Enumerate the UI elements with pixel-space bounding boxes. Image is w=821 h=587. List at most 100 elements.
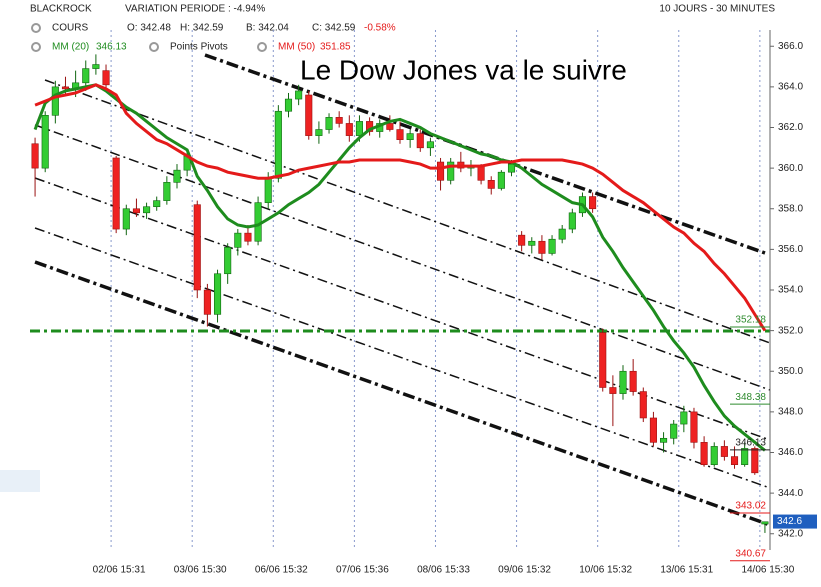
candle-body — [741, 448, 749, 465]
candle-body — [487, 180, 495, 189]
y-tick-label: 364.0 — [778, 82, 803, 93]
candle-body — [548, 238, 556, 254]
x-tick-label: 08/06 15:33 — [417, 565, 470, 576]
y-tick-label: 366.0 — [778, 41, 803, 52]
candle-body — [213, 273, 222, 315]
legend-mm50-value: 351.85 — [320, 42, 351, 53]
price-marker: 340.67 — [735, 548, 766, 559]
pivots-label: Points Pivots — [170, 42, 228, 53]
price-marker: 348.38 — [735, 392, 766, 403]
candle-body — [477, 165, 485, 181]
candle-body — [315, 129, 323, 136]
candle-body — [335, 117, 343, 124]
candle-body — [224, 247, 232, 275]
settings-icon[interactable] — [31, 23, 41, 33]
header: BLACKROCK VARIATION PERIODE : -4.94% 10 … — [30, 4, 775, 53]
candle-body — [31, 143, 39, 169]
candle-body — [163, 182, 171, 201]
x-tick-label: 09/06 15:32 — [498, 565, 551, 576]
legend-mm50: MM (50) — [278, 42, 315, 53]
y-tick-label: 352.0 — [778, 325, 803, 336]
candle-body — [528, 240, 536, 246]
settings-icon[interactable] — [257, 42, 267, 52]
candle-body — [680, 411, 688, 425]
candle-body — [92, 64, 100, 69]
y-tick-label: 346.0 — [778, 447, 803, 458]
candle-body — [61, 86, 70, 90]
candle-body — [386, 123, 394, 130]
settings-icon[interactable] — [149, 42, 159, 52]
x-tick-label: 14/06 15:30 — [741, 565, 794, 576]
candle-body — [660, 437, 668, 443]
candle-body — [497, 171, 505, 189]
candle-body — [649, 417, 657, 443]
x-tick-label: 10/06 15:32 — [579, 565, 632, 576]
candle-body — [589, 196, 597, 210]
candle-body — [41, 115, 49, 169]
price-box — [773, 514, 817, 529]
annotation: Le Dow Jones va le suivre — [300, 54, 627, 85]
x-tick-label: 03/06 15:30 — [174, 565, 227, 576]
candle-body — [396, 129, 404, 140]
candle-body — [295, 90, 303, 100]
candle-body — [305, 94, 313, 136]
y-tick-label: 362.0 — [778, 122, 803, 133]
x-tick-label: 02/06 15:31 — [93, 565, 146, 576]
candle-body — [700, 442, 708, 465]
settings-icon[interactable] — [31, 42, 41, 52]
candle-body — [670, 423, 678, 439]
legend-mm20-value: 346.13 — [96, 42, 127, 53]
candle-body — [193, 204, 201, 291]
channel-line — [44, 79, 771, 344]
candle-body — [447, 161, 455, 181]
price-marker: 343.02 — [735, 501, 766, 512]
candle-body — [690, 411, 698, 443]
symbol: BLACKROCK — [30, 4, 92, 15]
candle-body — [345, 123, 353, 136]
candle-body — [416, 133, 424, 149]
candle-body — [102, 70, 110, 86]
candle-body — [730, 456, 739, 465]
candle-body — [143, 206, 151, 214]
candle-body — [51, 86, 59, 116]
y-tick-label: 356.0 — [778, 244, 803, 255]
candle-body — [609, 387, 617, 394]
change-value: -0.58% — [364, 23, 396, 34]
candle-body — [518, 234, 526, 246]
candle-body — [558, 228, 566, 240]
x-tick-label: 07/06 15:36 — [336, 565, 389, 576]
candle-body — [153, 200, 161, 208]
price-marker: 342.6 — [777, 516, 802, 527]
candle-body — [82, 68, 90, 84]
y-tick-label: 344.0 — [778, 488, 803, 499]
candle-body — [234, 232, 242, 248]
candle-body — [538, 240, 546, 254]
side-panel — [0, 470, 40, 492]
candle-body — [264, 177, 272, 203]
candle-body — [761, 521, 769, 525]
period: 10 JOURS - 30 MINUTES — [659, 4, 775, 15]
high-value: H: 342.59 — [180, 23, 224, 34]
legend-mm20: MM (20) — [52, 42, 89, 53]
candle-body — [244, 232, 252, 242]
x-tick-label: 13/06 15:31 — [660, 565, 713, 576]
channel-line — [34, 227, 771, 489]
candle-body — [720, 446, 728, 457]
y-tick-label: 348.0 — [778, 407, 803, 418]
open-value: O: 342.48 — [127, 23, 171, 34]
candle-body — [568, 212, 576, 230]
candle-body — [274, 110, 282, 179]
candle-body — [710, 446, 718, 465]
candle-body — [629, 370, 637, 392]
day-separators — [110, 30, 761, 550]
variation: VARIATION PERIODE : -4.94% — [125, 4, 265, 15]
candle-body — [325, 117, 333, 130]
candle-body — [406, 133, 414, 140]
channel-line — [34, 260, 771, 527]
y-tick-label: 360.0 — [778, 163, 803, 174]
candle-body — [112, 157, 120, 230]
candle-body — [132, 208, 140, 214]
candle-body — [173, 169, 181, 183]
candle-body — [751, 448, 759, 474]
